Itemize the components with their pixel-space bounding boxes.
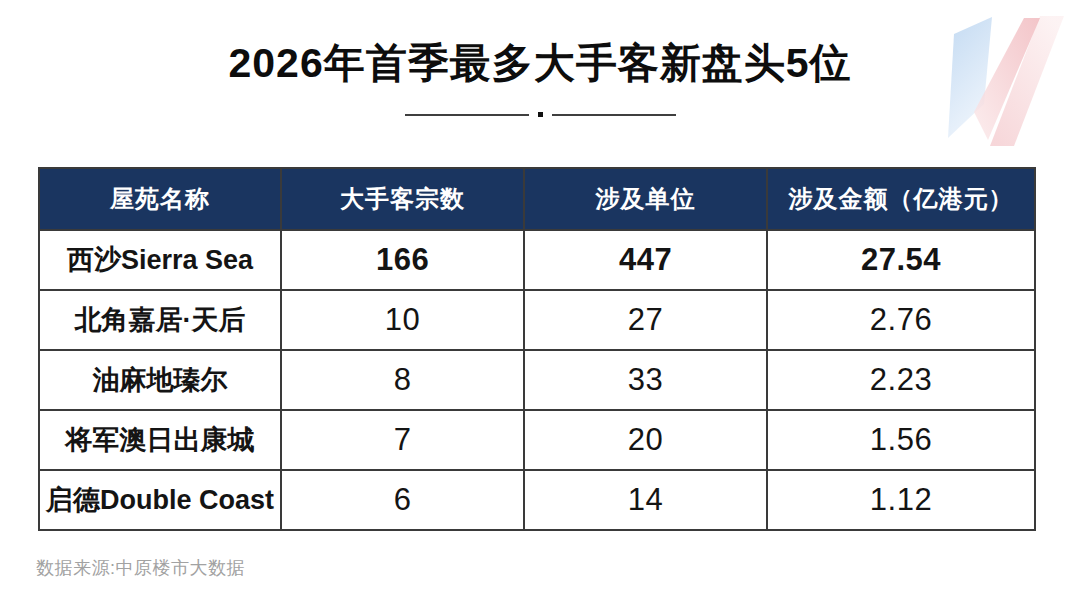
data-source-note: 数据来源:中原楼市大数据	[36, 556, 245, 580]
value-cell: 447	[524, 230, 767, 290]
divider-line-right	[552, 114, 676, 116]
title-divider	[0, 112, 1080, 117]
value-cell: 2.76	[767, 290, 1035, 350]
column-header: 涉及金额（亿港元）	[767, 168, 1035, 230]
column-header: 涉及单位	[524, 168, 767, 230]
column-header: 大手客宗数	[281, 168, 524, 230]
value-cell: 6	[281, 470, 524, 530]
divider-line-left	[405, 114, 529, 116]
header-row: 屋苑名称大手客宗数涉及单位涉及金额（亿港元）	[39, 168, 1035, 230]
value-cell: 2.23	[767, 350, 1035, 410]
estate-name-cell: 西沙Sierra Sea	[39, 230, 281, 290]
value-cell: 20	[524, 410, 767, 470]
value-cell: 8	[281, 350, 524, 410]
table-row: 西沙Sierra Sea16644727.54	[39, 230, 1035, 290]
value-cell: 1.56	[767, 410, 1035, 470]
table-row: 启德Double Coast6141.12	[39, 470, 1035, 530]
table-row: 北角嘉居·天后10272.76	[39, 290, 1035, 350]
estate-sales-table: 屋苑名称大手客宗数涉及单位涉及金额（亿港元） 西沙Sierra Sea16644…	[38, 167, 1036, 531]
table-row: 油麻地瑧尔8332.23	[39, 350, 1035, 410]
value-cell: 33	[524, 350, 767, 410]
page-title: 2026年首季最多大手客新盘头5位	[0, 40, 1080, 87]
value-cell: 27.54	[767, 230, 1035, 290]
table-body: 西沙Sierra Sea16644727.54北角嘉居·天后10272.76油麻…	[39, 230, 1035, 530]
value-cell: 10	[281, 290, 524, 350]
divider-dot	[538, 112, 543, 117]
table-row: 将军澳日出康城7201.56	[39, 410, 1035, 470]
estate-name-cell: 油麻地瑧尔	[39, 350, 281, 410]
value-cell: 1.12	[767, 470, 1035, 530]
estate-name-cell: 启德Double Coast	[39, 470, 281, 530]
value-cell: 14	[524, 470, 767, 530]
value-cell: 27	[524, 290, 767, 350]
value-cell: 166	[281, 230, 524, 290]
estate-name-cell: 北角嘉居·天后	[39, 290, 281, 350]
column-header: 屋苑名称	[39, 168, 281, 230]
brand-logo	[940, 8, 1064, 150]
estate-name-cell: 将军澳日出康城	[39, 410, 281, 470]
value-cell: 7	[281, 410, 524, 470]
